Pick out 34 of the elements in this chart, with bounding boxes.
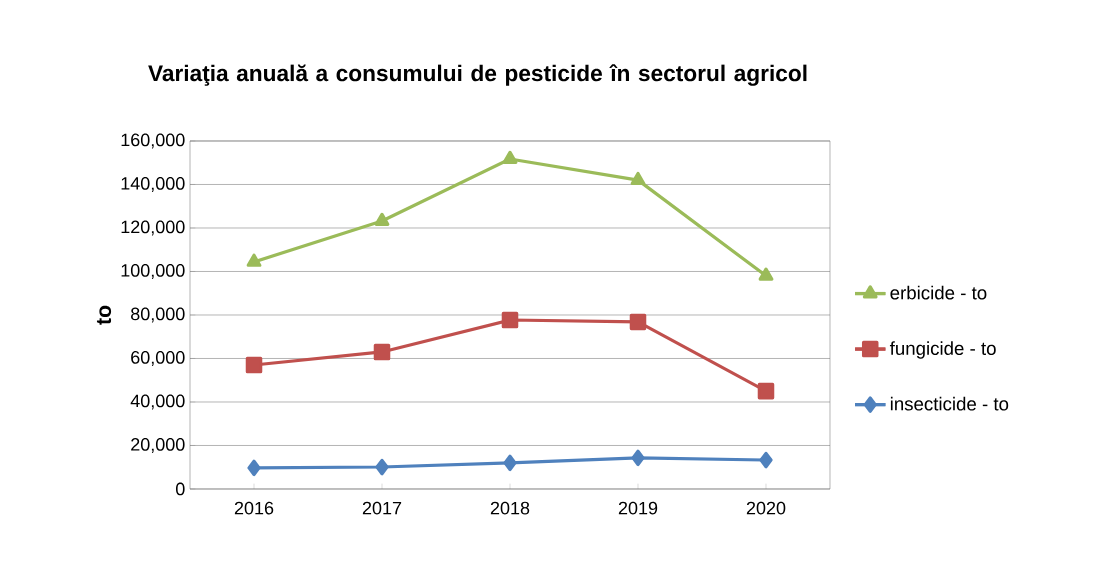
- y-axis-title: to: [96, 305, 112, 325]
- y-tick-label: 100,000: [121, 264, 185, 279]
- point: [629, 313, 647, 331]
- point: [375, 458, 389, 476]
- point: [373, 343, 391, 361]
- point: [758, 267, 774, 281]
- point: [630, 171, 646, 186]
- chart-title: Variaţia anuală a consumului de pesticide în sectorul agricol: [148, 64, 807, 86]
- y-tick-label: 160,000: [121, 133, 185, 149]
- point: [501, 311, 519, 329]
- point: [502, 150, 518, 164]
- point: [757, 382, 775, 400]
- point: [246, 253, 262, 267]
- x-tick-label: 2020: [746, 501, 786, 515]
- point: [503, 454, 517, 472]
- y-tick-label: 60,000: [131, 351, 185, 366]
- point: [374, 212, 390, 226]
- y-tick-label: 0: [176, 482, 185, 496]
- x-tick-label: 2017: [362, 501, 402, 515]
- y-tick-label: 80,000: [131, 307, 185, 323]
- legend-label: insecticide - to: [890, 396, 1009, 411]
- point: [245, 356, 263, 374]
- y-tick-label: 140,000: [121, 177, 185, 192]
- x-tick-label: 2019: [618, 501, 658, 515]
- legend-label: erbicide - to: [890, 285, 987, 300]
- x-tick-label: 2018: [490, 501, 530, 515]
- x-tick-label: 2016: [234, 501, 274, 515]
- point: [247, 459, 261, 477]
- point: [631, 449, 645, 467]
- y-tick-label: 120,000: [121, 220, 185, 236]
- point: [759, 451, 773, 469]
- legend-label: fungicide - to: [889, 341, 996, 359]
- y-tick-label: 20,000: [131, 438, 185, 453]
- y-tick-label: 40,000: [130, 394, 185, 410]
